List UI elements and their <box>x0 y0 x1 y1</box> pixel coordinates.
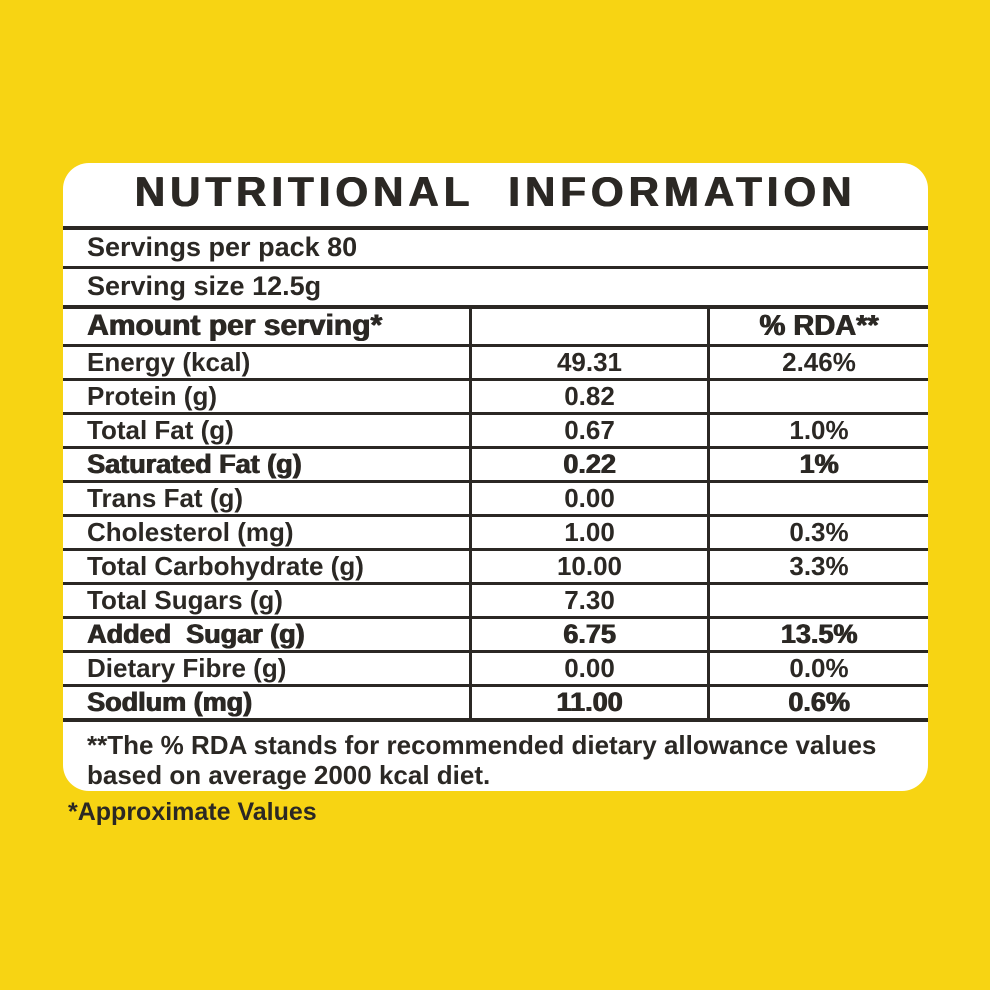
nutrient-value: 49.31 <box>469 346 710 378</box>
nutrient-value: 11.00 <box>469 686 710 718</box>
nutrient-value: 0.00 <box>469 482 710 514</box>
nutrient-rda: 0.0% <box>789 652 849 683</box>
table-row-total-fat: Total Fat (g) 0.67 1.0% <box>63 414 928 449</box>
nutrient-rda: 0.6% <box>788 686 850 717</box>
nutrient-rda: 3.3% <box>789 550 849 581</box>
nutrient-name: Protein (g) <box>87 380 217 411</box>
nutrient-value: 10.00 <box>469 550 710 582</box>
nutrient-value: 0.82 <box>469 380 710 412</box>
nutrient-name: Added Sugar (g) <box>87 618 305 649</box>
table-row-saturated-fat: Saturated Fat (g) 0.22 1% <box>63 448 928 483</box>
nutrient-value: 0.00 <box>469 652 710 684</box>
servings-per-pack: Servings per pack 80 <box>63 230 928 269</box>
nutrient-value: 1.00 <box>469 516 710 548</box>
table-row-sodium: Sodlum (mg) 11.00 0.6% <box>63 686 928 722</box>
nutrient-rda: 2.46% <box>782 346 856 377</box>
nutrient-value: 0.22 <box>469 448 710 480</box>
nutrition-table: Amount per serving* % RDA** Energy (kcal… <box>63 308 928 722</box>
table-row-added-sugar: Added Sugar (g) 6.75 13.5% <box>63 618 928 653</box>
table-row-protein: Protein (g) 0.82 <box>63 380 928 415</box>
table-row-energy: Energy (kcal) 49.31 2.46% <box>63 346 928 381</box>
nutrient-name: Total Sugars (g) <box>87 584 283 615</box>
nutrient-name: Cholesterol (mg) <box>87 516 294 547</box>
nutrient-name: Total Fat (g) <box>87 414 234 445</box>
nutrient-rda <box>710 381 928 412</box>
nutrient-name: Saturated Fat (g) <box>87 448 302 479</box>
table-row-trans-fat: Trans Fat (g) 0.00 <box>63 482 928 517</box>
approximate-values-note: *Approximate Values <box>68 798 317 826</box>
nutrient-rda <box>710 585 928 616</box>
nutrient-rda: 0.3% <box>789 516 849 547</box>
nutrient-name: Trans Fat (g) <box>87 482 244 513</box>
rda-footnote: **The % RDA stands for recommended dieta… <box>63 722 928 791</box>
nutrient-value: 0.67 <box>469 414 710 446</box>
table-row-total-carbohydrate: Total Carbohydrate (g) 10.00 3.3% <box>63 550 928 585</box>
nutrient-rda: 1% <box>799 448 839 479</box>
table-row-dietary-fibre: Dietary Fibre (g) 0.00 0.0% <box>63 652 928 687</box>
nutrient-name: Sodlum (mg) <box>87 686 252 717</box>
page-title: NUTRITIONAL INFORMATION <box>63 163 928 230</box>
table-row-cholesterol: Cholesterol (mg) 1.00 0.3% <box>63 516 928 551</box>
column-header-value <box>469 308 710 344</box>
nutrient-rda: 13.5% <box>780 618 858 649</box>
rda-footnote-line1: **The % RDA stands for recommended dieta… <box>87 729 877 760</box>
table-header-row: Amount per serving* % RDA** <box>63 308 928 347</box>
nutrient-rda: 1.0% <box>789 414 849 445</box>
nutrient-name: Total Carbohydrate (g) <box>87 550 364 581</box>
serving-size: Serving size 12.5g <box>63 269 928 309</box>
column-header-rda: % RDA** <box>759 309 879 342</box>
nutrient-value: 6.75 <box>469 618 710 650</box>
nutrient-name: Energy (kcal) <box>87 346 251 377</box>
column-header-amount: Amount per serving* <box>87 309 383 343</box>
rda-footnote-line2: based on average 2000 kcal diet. <box>87 760 491 791</box>
nutrient-name: Dietary Fibre (g) <box>87 652 287 683</box>
nutrition-label-card: NUTRITIONAL INFORMATION Servings per pac… <box>63 163 928 791</box>
nutrient-rda <box>710 483 928 514</box>
table-row-total-sugars: Total Sugars (g) 7.30 <box>63 584 928 619</box>
nutrient-value: 7.30 <box>469 584 710 616</box>
